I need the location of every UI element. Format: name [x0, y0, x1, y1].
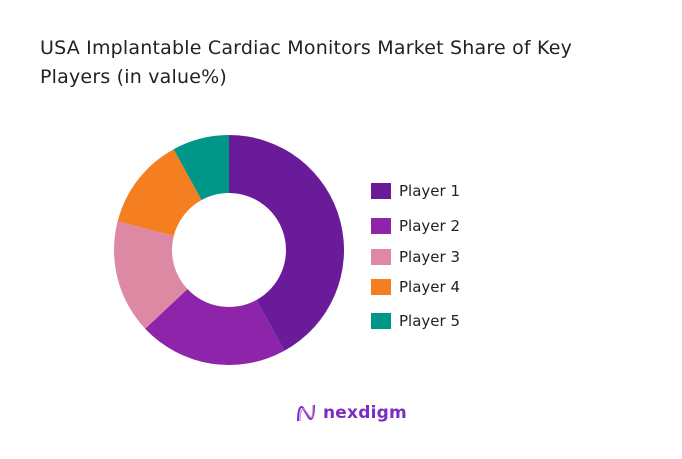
donut-slice-player-4	[117, 149, 202, 236]
donut-slice-player-1	[229, 135, 344, 351]
legend-swatch	[371, 249, 391, 265]
donut-slice-player-3	[114, 221, 188, 329]
nexdigm-logo: nexdigm	[295, 402, 407, 424]
legend-swatch	[371, 183, 391, 199]
legend-swatch	[371, 218, 391, 234]
legend-label: Player 5	[399, 312, 460, 330]
legend-item-player-3: Player 3	[371, 248, 460, 266]
donut-slice-player-2	[145, 289, 285, 365]
donut-slice-player-5	[173, 135, 229, 201]
legend-label: Player 3	[399, 248, 460, 266]
legend-label: Player 1	[399, 182, 460, 200]
legend-item-player-2: Player 2	[371, 217, 460, 235]
legend-swatch	[371, 313, 391, 329]
brand-name: nexdigm	[323, 403, 407, 423]
legend-item-player-4: Player 4	[371, 278, 460, 296]
legend-item-player-1: Player 1	[371, 182, 460, 200]
chart-title: USA Implantable Cardiac Monitors Market …	[40, 37, 573, 88]
legend-swatch	[371, 279, 391, 295]
legend-label: Player 4	[399, 278, 460, 296]
legend-item-player-5: Player 5	[371, 312, 460, 330]
legend-label: Player 2	[399, 217, 460, 235]
nexdigm-logo-icon	[297, 404, 315, 422]
